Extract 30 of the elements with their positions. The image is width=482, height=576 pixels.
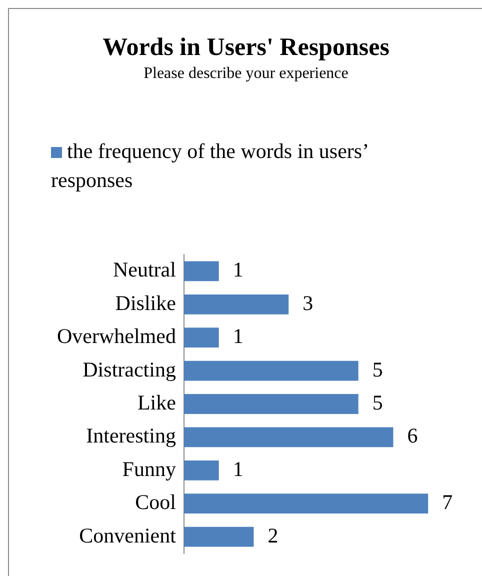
bar bbox=[184, 460, 219, 480]
bar bbox=[184, 394, 358, 414]
legend-label: the frequency of the words in users’ responses bbox=[51, 139, 368, 192]
y-tick-label: Dislike bbox=[115, 290, 176, 315]
data-label: 7 bbox=[442, 490, 453, 514]
data-label: 1 bbox=[232, 324, 244, 348]
y-tick-label: Overwhelmed bbox=[56, 324, 176, 348]
chart-title: Words in Users' Responses bbox=[102, 34, 390, 62]
y-tick-label: Distracting bbox=[82, 357, 176, 382]
data-label: 5 bbox=[372, 390, 383, 415]
y-tick-label: Interesting bbox=[86, 424, 176, 448]
data-label: 2 bbox=[268, 523, 278, 548]
bar bbox=[184, 261, 219, 282]
y-tick-label: Like bbox=[137, 390, 176, 415]
bar bbox=[184, 494, 428, 514]
bar bbox=[184, 427, 394, 448]
data-label: 6 bbox=[407, 424, 418, 448]
data-label: 3 bbox=[302, 290, 314, 315]
y-tick-label: Neutral bbox=[112, 258, 176, 282]
data-label: 1 bbox=[232, 456, 244, 481]
bar bbox=[184, 360, 358, 381]
bar bbox=[184, 526, 254, 547]
y-tick-label: Convenient bbox=[79, 523, 176, 548]
y-tick-label: Cool bbox=[135, 490, 176, 514]
bar bbox=[184, 294, 289, 314]
y-tick-label: Funny bbox=[122, 456, 176, 481]
chart-subtitle: Please describe your experience bbox=[142, 65, 350, 83]
data-label: 5 bbox=[372, 357, 383, 382]
bar bbox=[184, 328, 219, 348]
data-label: 1 bbox=[232, 258, 244, 282]
